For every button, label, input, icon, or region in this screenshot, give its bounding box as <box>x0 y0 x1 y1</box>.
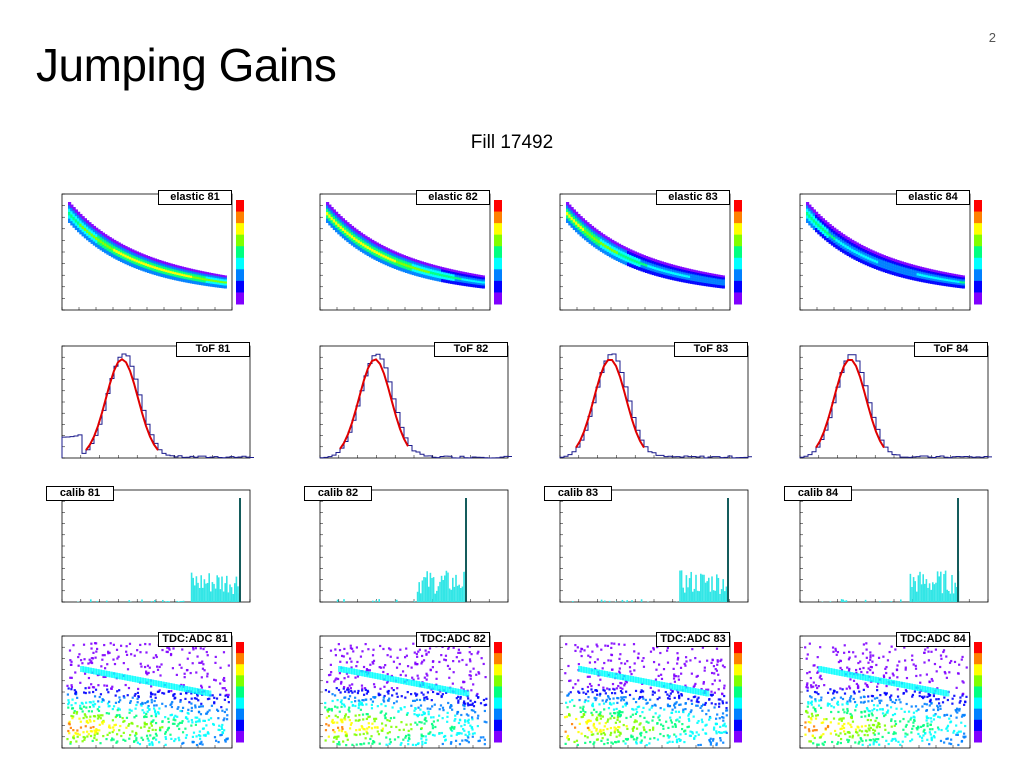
tof-label-84: ToF 84 <box>914 342 988 357</box>
slide-subtitle: Fill 17492 <box>470 132 554 153</box>
tdcadc-label-83: TDC:ADC 83 <box>656 632 730 647</box>
calib-plot-84: calib 84 <box>770 484 992 608</box>
calib-label-81: calib 81 <box>46 486 114 501</box>
tdcadc-label-84: TDC:ADC 84 <box>896 632 970 647</box>
calib-label-82: calib 82 <box>304 486 372 501</box>
tof-plot-83: ToF 83 <box>530 340 752 464</box>
tdcadc-label-81: TDC:ADC 81 <box>158 632 232 647</box>
elastic-plot-82: elastic 82 <box>290 188 512 316</box>
calib-plot-82: calib 82 <box>290 484 512 608</box>
elastic-label-84: elastic 84 <box>896 190 970 205</box>
calib-plot-83: calib 83 <box>530 484 752 608</box>
tof-plot-84: ToF 84 <box>770 340 992 464</box>
tdcadc-plot-83: TDC:ADC 83 <box>530 630 752 754</box>
tof-label-83: ToF 83 <box>674 342 748 357</box>
elastic-plot-84: elastic 84 <box>770 188 992 316</box>
elastic-label-82: elastic 82 <box>416 190 490 205</box>
elastic-label-81: elastic 81 <box>158 190 232 205</box>
tdcadc-plot-81: TDC:ADC 81 <box>32 630 254 754</box>
elastic-plot-81: elastic 81 <box>32 188 254 316</box>
tof-plot-82: ToF 82 <box>290 340 512 464</box>
tdcadc-plot-84: TDC:ADC 84 <box>770 630 992 754</box>
calib-plot-81: calib 81 <box>32 484 254 608</box>
page-number: 2 <box>988 30 996 45</box>
calib-label-84: calib 84 <box>784 486 852 501</box>
tdcadc-plot-82: TDC:ADC 82 <box>290 630 512 754</box>
elastic-plot-83: elastic 83 <box>530 188 752 316</box>
tof-plot-81: ToF 81 <box>32 340 254 464</box>
tof-label-82: ToF 82 <box>434 342 508 357</box>
tdcadc-label-82: TDC:ADC 82 <box>416 632 490 647</box>
elastic-label-83: elastic 83 <box>656 190 730 205</box>
tof-label-81: ToF 81 <box>176 342 250 357</box>
slide-title: Jumping Gains <box>36 39 337 91</box>
calib-label-83: calib 83 <box>544 486 612 501</box>
